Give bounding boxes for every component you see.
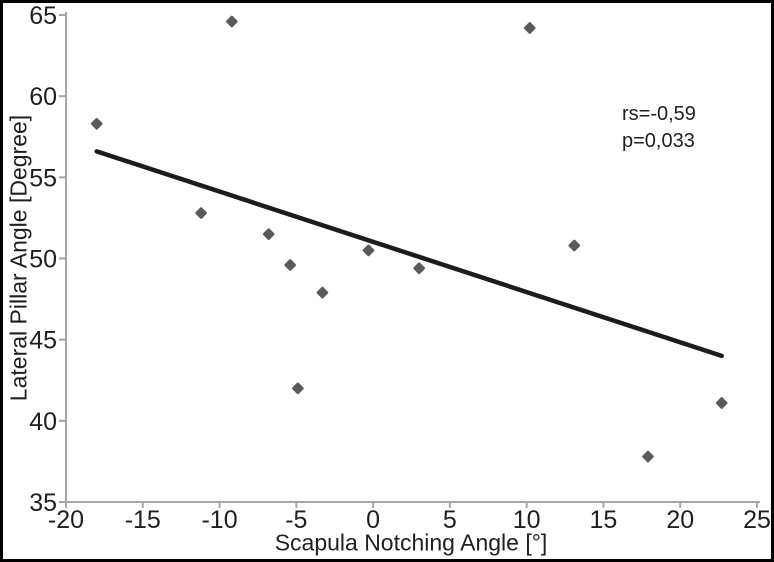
data-point-marker — [642, 450, 654, 463]
annotation-p-value: p=0,033 — [622, 130, 695, 152]
y-tick-label: 60 — [29, 83, 57, 111]
data-point-marker — [90, 117, 103, 130]
x-tick-label: 0 — [366, 506, 380, 534]
y-tick-label: 65 — [29, 3, 57, 30]
y-tick-label: 35 — [29, 489, 57, 517]
data-point-marker — [262, 228, 275, 240]
trend-line — [94, 149, 724, 359]
data-point-marker — [568, 239, 581, 252]
data-point-marker — [225, 15, 238, 28]
stats-annotation: rs=-0,59 p=0,033 — [622, 101, 696, 155]
y-tick-label: 45 — [29, 327, 57, 355]
x-tick-label: -10 — [201, 506, 237, 534]
x-tick-label: -5 — [285, 506, 307, 534]
x-tick-label: 20 — [666, 506, 694, 534]
x-tick-label: 5 — [443, 506, 457, 534]
data-point-marker — [292, 382, 304, 395]
y-tick-label: 40 — [29, 408, 57, 436]
x-tick-label: 25 — [743, 506, 771, 534]
data-point-marker — [362, 244, 375, 257]
x-tick-label: 15 — [590, 506, 618, 534]
data-point-marker — [195, 207, 207, 219]
data-point-marker — [715, 397, 728, 409]
scatter-plot: 35 40 45 50 55 60 65 -20 -15 -10 -5 0 5 10 15 20 25 — [29, 3, 771, 534]
y-axis-title: Lateral Pillar Angle [Degree] — [5, 114, 32, 402]
y-tick-label: 55 — [29, 164, 57, 192]
x-tick-label: -20 — [48, 506, 84, 534]
x-axis-title: Scapula Notching Angle [°] — [274, 529, 548, 556]
data-point-marker — [284, 259, 297, 271]
y-tick-label: 50 — [29, 246, 57, 274]
data-point-marker — [413, 262, 426, 275]
data-point-marker — [316, 286, 329, 299]
x-tick-label: 10 — [513, 506, 541, 534]
data-point-marker — [523, 22, 536, 34]
annotation-rs-value: rs=-0,59 — [622, 103, 696, 125]
x-tick-label: -15 — [125, 506, 161, 534]
